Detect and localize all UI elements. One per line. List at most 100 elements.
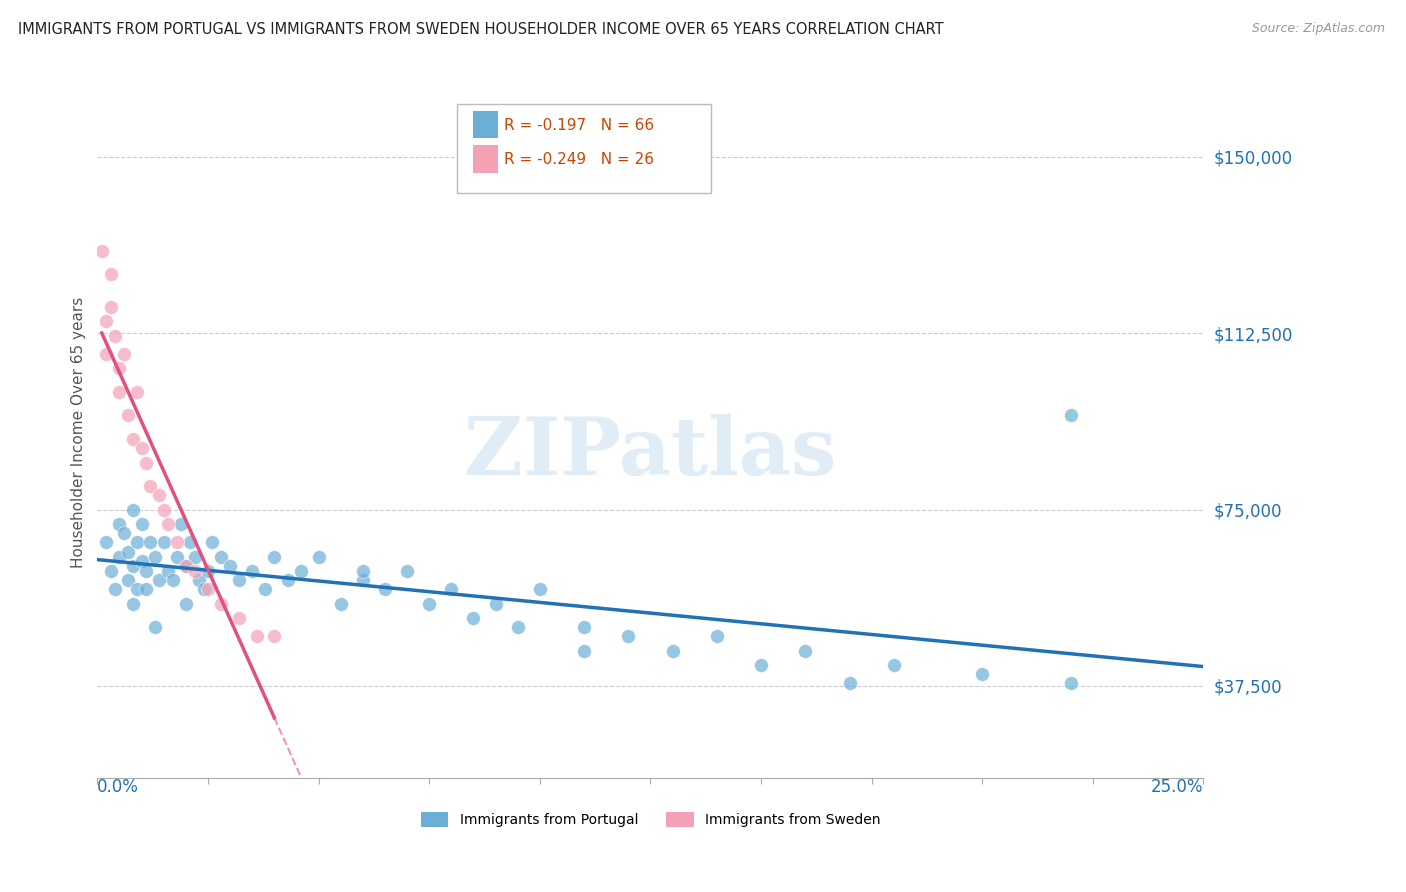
Point (179, 535, 201, 549)
Point (883, 657, 905, 672)
Point (121, 597, 143, 611)
Point (263, 630, 285, 644)
Point (112, 526, 135, 541)
Point (104, 582, 127, 597)
Text: R = -0.249   N = 26: R = -0.249 N = 26 (505, 153, 654, 167)
Point (506, 620, 529, 634)
Point (148, 488, 170, 502)
Point (209, 597, 232, 611)
Point (148, 573, 170, 587)
Point (121, 432, 143, 446)
FancyBboxPatch shape (474, 145, 498, 173)
Point (131, 554, 153, 568)
Point (254, 582, 277, 597)
Point (170, 516, 193, 531)
Point (972, 667, 994, 681)
Text: 25.0%: 25.0% (1152, 778, 1204, 796)
Point (209, 549, 232, 564)
Point (308, 549, 330, 564)
Point (1060, 676, 1083, 690)
Point (1060, 409, 1083, 423)
Point (197, 564, 219, 578)
Point (117, 545, 139, 559)
Point (108, 384, 131, 399)
Point (277, 573, 299, 587)
FancyBboxPatch shape (474, 111, 498, 138)
Point (440, 582, 463, 597)
Point (127, 535, 149, 549)
Point (96, 314, 118, 328)
Point (617, 630, 640, 644)
Point (121, 558, 143, 573)
Legend: Immigrants from Portugal, Immigrants from Sweden: Immigrants from Portugal, Immigrants fro… (415, 807, 886, 833)
Point (96, 347, 118, 361)
Point (108, 549, 131, 564)
Point (112, 347, 135, 361)
Point (329, 597, 352, 611)
Point (174, 558, 197, 573)
Point (228, 610, 250, 624)
Point (174, 597, 197, 611)
Point (290, 564, 312, 578)
Point (749, 657, 772, 672)
Point (228, 573, 250, 587)
Point (131, 442, 153, 456)
Point (108, 516, 131, 531)
Point (484, 597, 506, 611)
Point (100, 268, 122, 282)
Point (152, 535, 174, 549)
Text: R = -0.197   N = 66: R = -0.197 N = 66 (505, 118, 655, 133)
Point (127, 384, 149, 399)
Point (162, 573, 184, 587)
Point (143, 620, 166, 634)
Point (127, 582, 149, 597)
Point (197, 582, 219, 597)
Point (183, 564, 205, 578)
Point (100, 301, 122, 315)
Point (219, 558, 242, 573)
Point (135, 582, 157, 597)
Point (183, 549, 205, 564)
Point (661, 643, 683, 657)
Point (96, 535, 118, 549)
Point (463, 610, 485, 624)
Point (396, 564, 419, 578)
Point (174, 558, 197, 573)
Point (104, 328, 127, 343)
Point (418, 597, 440, 611)
Point (108, 361, 131, 376)
Point (529, 582, 551, 597)
Point (135, 564, 157, 578)
Point (117, 573, 139, 587)
Point (188, 573, 211, 587)
Point (193, 582, 215, 597)
Point (246, 630, 269, 644)
Point (117, 409, 139, 423)
Point (139, 479, 162, 493)
Point (572, 620, 595, 634)
Point (706, 630, 728, 644)
Point (152, 502, 174, 516)
Point (838, 676, 860, 690)
Point (121, 502, 143, 516)
Text: IMMIGRANTS FROM PORTUGAL VS IMMIGRANTS FROM SWEDEN HOUSEHOLDER INCOME OVER 65 YE: IMMIGRANTS FROM PORTUGAL VS IMMIGRANTS F… (18, 22, 943, 37)
Point (157, 516, 180, 531)
Point (572, 643, 595, 657)
Point (157, 564, 180, 578)
Point (90, 244, 112, 258)
Point (352, 564, 374, 578)
Text: Source: ZipAtlas.com: Source: ZipAtlas.com (1251, 22, 1385, 36)
Point (166, 549, 188, 564)
Point (201, 535, 224, 549)
Point (100, 564, 122, 578)
Point (374, 582, 396, 597)
Point (263, 549, 285, 564)
Point (143, 549, 166, 564)
Point (240, 564, 263, 578)
Point (166, 535, 188, 549)
Text: 0.0%: 0.0% (97, 778, 139, 796)
Point (794, 643, 817, 657)
Text: ZIPatlas: ZIPatlas (464, 414, 837, 491)
Y-axis label: Householder Income Over 65 years: Householder Income Over 65 years (72, 296, 86, 567)
FancyBboxPatch shape (457, 103, 711, 194)
